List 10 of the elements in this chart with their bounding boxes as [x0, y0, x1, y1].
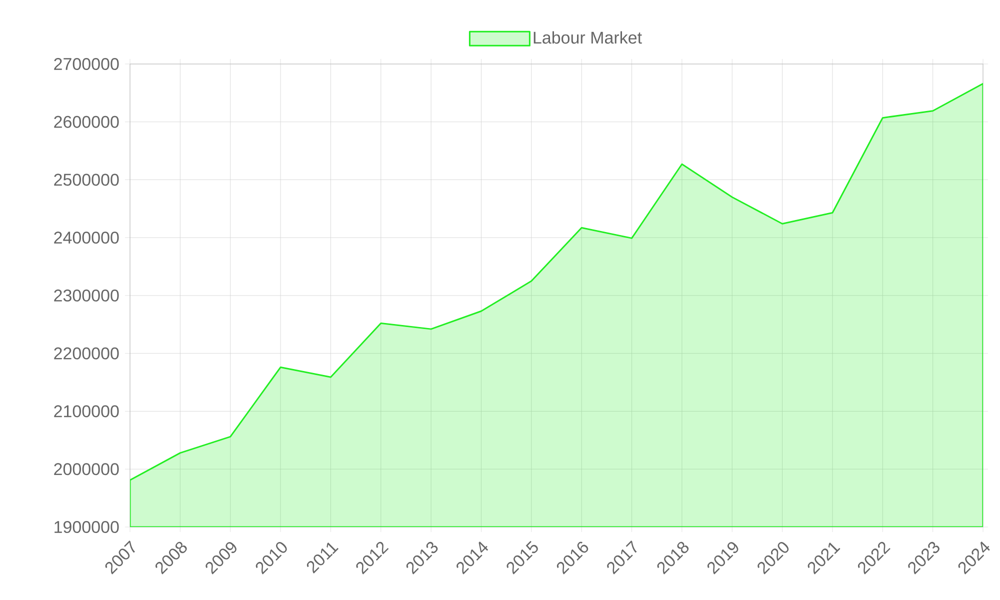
legend-label: Labour Market	[534, 31, 642, 44]
y-tick-label: 2400000	[54, 232, 119, 244]
y-tick-label: 2000000	[54, 463, 119, 476]
y-tick-label: 2300000	[54, 289, 119, 302]
y-tick-label: 2100000	[54, 405, 119, 418]
y-tick-label: 1900000	[54, 520, 119, 534]
y-tick-label: 2600000	[54, 116, 119, 128]
y-tick-label: 2500000	[54, 174, 119, 186]
y-tick-label: 2700000	[54, 58, 119, 70]
y-tick-label: 2200000	[54, 347, 119, 360]
